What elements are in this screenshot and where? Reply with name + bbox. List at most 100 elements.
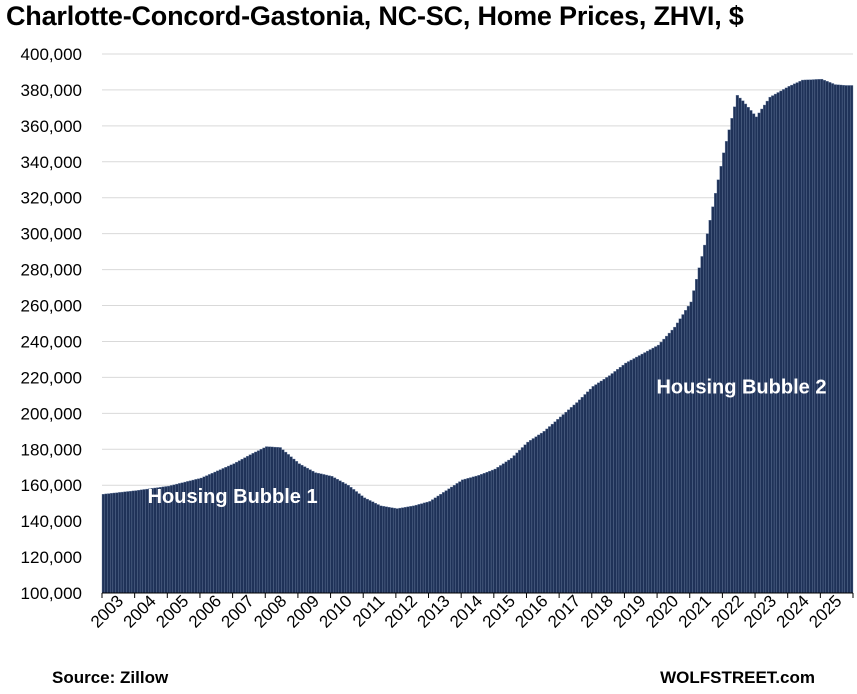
bar — [118, 492, 122, 594]
bar — [447, 488, 451, 594]
bar — [776, 92, 780, 594]
bar — [588, 388, 592, 594]
bar — [841, 85, 846, 594]
bar — [697, 267, 701, 594]
bar — [828, 82, 832, 594]
bar — [583, 394, 587, 594]
bar — [496, 467, 500, 594]
annotation-housing-bubble-2: Housing Bubble 2 — [656, 377, 826, 399]
y-tick-label: 220,000 — [21, 368, 82, 387]
bar — [343, 483, 348, 594]
axes — [101, 592, 854, 598]
bar — [765, 100, 769, 594]
bar — [469, 477, 473, 594]
bar — [401, 507, 405, 594]
bar — [553, 421, 557, 594]
bar — [428, 501, 432, 594]
x-tick-label: 2014 — [446, 591, 486, 631]
bar — [806, 79, 810, 594]
bar — [809, 79, 813, 594]
bar — [803, 79, 807, 594]
bar — [142, 489, 146, 594]
bar — [648, 349, 652, 594]
bar — [651, 347, 655, 594]
bar — [360, 495, 364, 594]
bar — [403, 507, 407, 594]
y-tick-label: 120,000 — [21, 548, 82, 567]
bar — [387, 507, 391, 594]
bar — [267, 446, 271, 594]
bar — [425, 501, 429, 594]
bar — [678, 318, 682, 594]
y-tick-label: 180,000 — [21, 440, 82, 459]
bar — [621, 364, 625, 594]
bar — [109, 493, 114, 594]
bar — [599, 380, 603, 594]
bar — [420, 503, 424, 594]
bar — [295, 461, 299, 594]
bar — [640, 353, 644, 594]
bar — [436, 495, 440, 594]
bar — [335, 479, 339, 594]
bar — [763, 104, 767, 594]
bar — [700, 256, 704, 594]
bar — [390, 507, 394, 594]
bar — [371, 501, 375, 594]
bar — [825, 81, 829, 594]
bar — [270, 446, 274, 594]
bar — [578, 399, 582, 594]
bar — [548, 426, 552, 594]
bar — [594, 384, 598, 594]
bar — [129, 491, 133, 594]
bar — [820, 78, 824, 594]
bar — [782, 89, 786, 594]
bar — [850, 85, 854, 594]
bar — [480, 474, 484, 594]
bar — [444, 490, 448, 594]
y-tick-label: 400,000 — [21, 45, 82, 64]
y-tick-label: 140,000 — [21, 512, 82, 531]
bar — [743, 103, 748, 594]
bar — [338, 480, 342, 594]
x-tick-label: 2006 — [185, 591, 225, 631]
bar — [112, 492, 116, 594]
bar — [531, 438, 535, 594]
bar — [771, 95, 775, 594]
x-tick-label: 2015 — [479, 591, 519, 631]
bar — [289, 456, 293, 594]
bar — [485, 471, 489, 594]
bar — [259, 449, 263, 594]
x-tick-label: 2016 — [511, 591, 551, 631]
bar — [278, 447, 282, 594]
bar — [537, 434, 541, 594]
bar — [684, 310, 688, 594]
bar — [635, 356, 639, 594]
x-tick-label: 2020 — [642, 591, 682, 631]
bar — [376, 504, 380, 594]
bar — [235, 461, 239, 594]
bar — [493, 468, 497, 594]
bar — [104, 493, 108, 594]
bar — [632, 358, 636, 594]
bar — [773, 93, 777, 594]
bar — [509, 458, 514, 594]
bar — [749, 110, 753, 594]
x-tick-label: 2022 — [707, 591, 747, 631]
y-tick-label: 360,000 — [21, 117, 82, 136]
bar — [833, 84, 837, 594]
bar — [368, 500, 372, 594]
bar — [616, 369, 620, 594]
bar — [373, 502, 377, 594]
bar — [330, 476, 334, 594]
y-tick-label: 160,000 — [21, 476, 82, 495]
bar — [572, 404, 576, 594]
bar — [801, 79, 805, 594]
bar — [675, 322, 680, 594]
bar — [591, 386, 595, 594]
bar — [836, 84, 840, 594]
bar — [507, 459, 511, 594]
x-tick-label: 2007 — [218, 591, 258, 631]
x-tick-label: 2023 — [740, 591, 780, 631]
site-credit: WOLFSTREET.com — [660, 668, 815, 687]
